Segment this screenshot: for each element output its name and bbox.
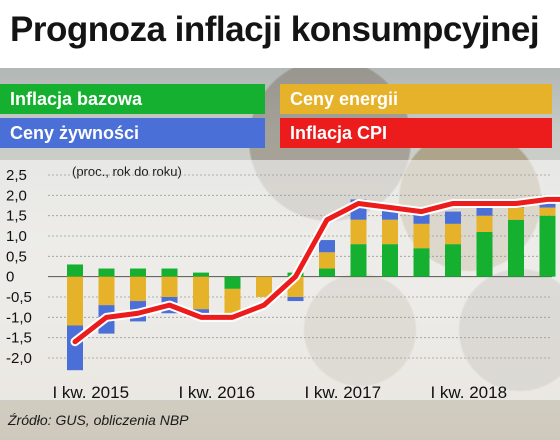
bar-energy [193, 276, 209, 310]
y-unit-label: (proc., rok do roku) [72, 164, 182, 179]
chart-title: Prognoza inflacji konsumpcyjnej [10, 10, 540, 49]
bar-food [445, 211, 461, 224]
bar-energy [350, 219, 367, 245]
bar-energy [382, 219, 398, 245]
bar-energy [476, 215, 493, 232]
bar-food [319, 240, 335, 253]
bar-energy [319, 252, 335, 269]
bar-core [539, 215, 556, 277]
bar-core [350, 244, 367, 277]
y-tick-label: 1,5 [6, 208, 27, 225]
bar-core [224, 276, 241, 289]
y-tick-label: 0 [6, 269, 14, 286]
bar-energy [130, 276, 146, 302]
y-tick-label: -0,5 [6, 289, 32, 306]
x-tick-label: I kw. 2016 [178, 383, 255, 402]
bar-core [413, 248, 430, 277]
bar-core [98, 268, 115, 277]
legend-core-inflation: Inflacja bazowa [0, 84, 265, 114]
x-axis-labels: I kw. 2015 I kw. 2016 I kw. 2017 I kw. 2018 [52, 383, 507, 402]
x-tick-label: I kw. 2018 [430, 383, 507, 402]
cpi-line [70, 194, 560, 347]
bar-core [476, 231, 493, 277]
y-tick-label: 1,0 [6, 228, 27, 245]
bar-energy [413, 223, 430, 249]
y-axis-labels: 2,5 2,0 1,5 1,0 0,5 0 -0,5 -1,0 -1,5 -2,0 [6, 167, 32, 367]
legend-food-prices: Ceny żywności [0, 118, 265, 148]
x-tick-label: I kw. 2017 [304, 383, 381, 402]
legend-cpi-inflation: Inflacja CPI [280, 118, 552, 148]
bar-core [508, 219, 524, 277]
bar-core [67, 264, 83, 277]
y-tick-label: -1,0 [6, 309, 32, 326]
y-tick-label: 2,0 [6, 187, 27, 204]
bar-energy [224, 288, 241, 314]
y-tick-label: 2,5 [6, 167, 27, 184]
bar-energy [539, 207, 556, 216]
bar-core [130, 268, 146, 277]
bar-energy [445, 223, 461, 245]
bar-core [445, 244, 461, 277]
y-tick-label: -1,5 [6, 330, 32, 347]
bar-core [382, 244, 398, 277]
bar-core [193, 272, 209, 277]
y-tick-label: -2,0 [6, 350, 32, 367]
bar-energy [161, 276, 178, 297]
source-note: Źródło: GUS, obliczenia NBP [8, 412, 189, 428]
bar-food [287, 297, 304, 302]
y-tick-label: 0,5 [6, 248, 27, 265]
bar-energy [98, 276, 115, 306]
bar-energy [256, 276, 272, 297]
title-bar: Prognoza inflacji konsumpcyjnej [0, 0, 560, 68]
bar-energy [508, 207, 524, 220]
x-tick-label: I kw. 2015 [52, 383, 129, 402]
bar-energy [67, 276, 83, 326]
legend-energy-prices: Ceny energii [280, 84, 552, 114]
bar-core [161, 268, 178, 277]
stacked-bars [67, 199, 556, 371]
bar-core [319, 268, 335, 277]
